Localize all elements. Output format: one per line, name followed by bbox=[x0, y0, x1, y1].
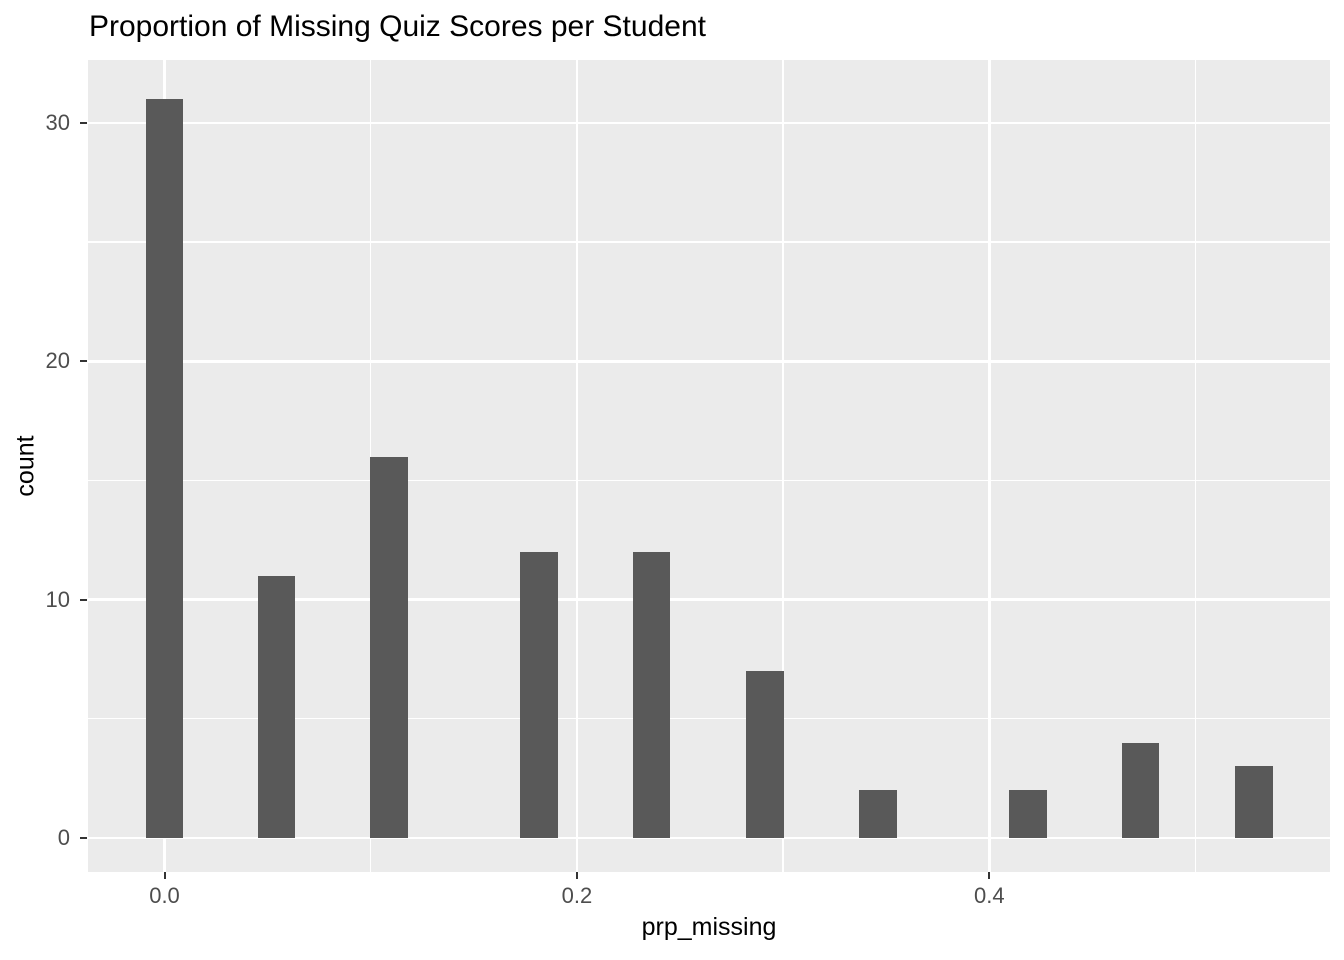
v-gridline-major bbox=[575, 60, 579, 872]
h-gridline-major bbox=[88, 836, 1330, 840]
bar bbox=[1235, 766, 1273, 838]
x-tick-label: 0.2 bbox=[561, 883, 593, 908]
y-tick bbox=[80, 121, 87, 124]
x-tick-label: 0.0 bbox=[149, 883, 180, 908]
x-tick-label: 0.4 bbox=[974, 883, 1005, 908]
bar bbox=[1009, 790, 1047, 838]
bar bbox=[632, 551, 671, 838]
bar bbox=[370, 456, 408, 838]
y-tick-label: 30 bbox=[45, 109, 70, 135]
h-gridline-major bbox=[88, 360, 1330, 363]
x-axis-title: prp_missing bbox=[641, 913, 777, 941]
y-tick bbox=[80, 836, 87, 839]
bar bbox=[257, 575, 296, 838]
h-gridline-minor bbox=[88, 241, 1330, 243]
y-axis-title: count bbox=[11, 435, 40, 497]
plot-panel bbox=[88, 60, 1330, 872]
y-tick-label: 10 bbox=[45, 586, 70, 612]
h-gridline-minor bbox=[88, 718, 1330, 720]
v-gridline-major bbox=[988, 60, 991, 872]
bar bbox=[520, 551, 558, 838]
y-tick bbox=[80, 598, 87, 601]
h-gridline-minor bbox=[88, 479, 1330, 482]
bar bbox=[746, 671, 784, 838]
bar bbox=[1121, 742, 1160, 838]
v-gridline-minor bbox=[1194, 60, 1197, 872]
y-tick bbox=[80, 360, 87, 363]
bar bbox=[145, 99, 184, 838]
chart-title: Proportion of Missing Quiz Scores per St… bbox=[89, 10, 706, 43]
x-tick bbox=[988, 872, 991, 879]
y-tick-label: 20 bbox=[45, 348, 70, 374]
h-gridline-major bbox=[88, 598, 1330, 601]
h-gridline-major bbox=[88, 121, 1330, 125]
v-gridline-minor bbox=[782, 60, 784, 872]
bar bbox=[859, 790, 897, 838]
y-tick-label: 0 bbox=[57, 824, 70, 850]
x-tick bbox=[575, 872, 578, 879]
x-tick bbox=[163, 872, 166, 879]
